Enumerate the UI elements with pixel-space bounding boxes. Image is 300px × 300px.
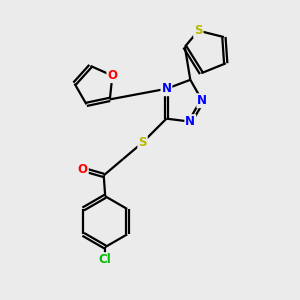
Text: N: N [185, 115, 195, 128]
Text: S: S [138, 136, 147, 149]
Text: O: O [107, 69, 117, 82]
Text: N: N [161, 82, 171, 95]
Text: O: O [78, 163, 88, 176]
Text: S: S [194, 24, 202, 37]
Text: Cl: Cl [99, 253, 112, 266]
Text: N: N [197, 94, 207, 107]
